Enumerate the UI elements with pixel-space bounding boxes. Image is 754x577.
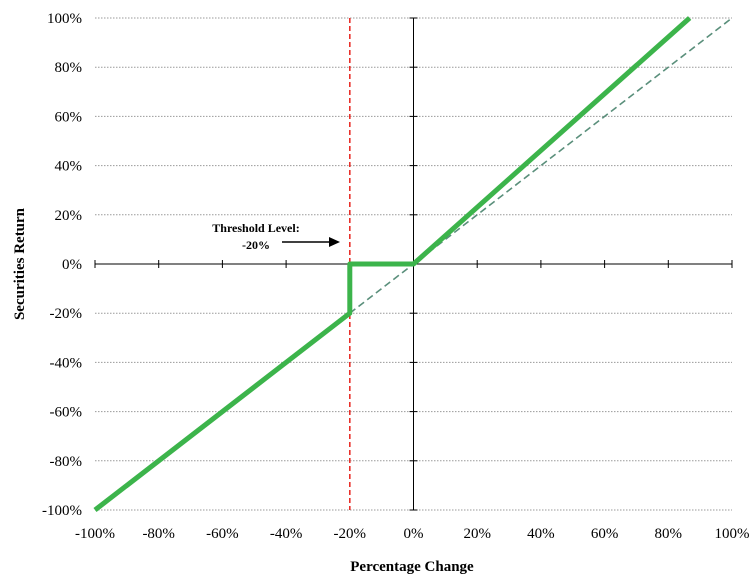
y-tick-label: -60% (50, 405, 83, 421)
threshold-annotation: Threshold Level: -20% (212, 221, 340, 252)
y-tick-label: -40% (50, 355, 83, 371)
x-tick-label: 100% (715, 526, 750, 542)
y-tick-label: -80% (50, 454, 83, 470)
y-tick-label: -100% (42, 503, 82, 519)
threshold-label-line2: -20% (242, 238, 270, 252)
y-tick-label: 60% (55, 109, 83, 125)
y-tick-label: -20% (50, 306, 83, 322)
x-tick-label: 20% (463, 526, 491, 542)
securities-return-line (93, 16, 692, 512)
series (93, 16, 733, 512)
x-tick-label: -80% (142, 526, 175, 542)
x-tick-label: -100% (75, 526, 115, 542)
threshold-arrowhead (329, 237, 340, 247)
x-tick-label: -40% (270, 526, 303, 542)
x-tick-label: 60% (591, 526, 619, 542)
y-tick-label: 100% (47, 11, 82, 27)
y-axis-title: Securities Return (12, 207, 28, 320)
ticks: -100% -80% -60% -40% -20% 0% 20% 40% 60% 80% 100% -… (42, 11, 750, 542)
x-axis-title: Percentage Change (350, 559, 474, 575)
x-tick-label: -20% (334, 526, 367, 542)
x-tick-label: 0% (404, 526, 424, 542)
threshold-label-line1: Threshold Level: (212, 221, 299, 235)
y-tick-label: 0% (62, 257, 82, 273)
x-tick-label: 40% (527, 526, 555, 542)
x-tick-label: -60% (206, 526, 239, 542)
y-tick-label: 80% (55, 60, 83, 76)
y-tick-label: 40% (55, 159, 83, 175)
x-tick-label: 80% (655, 526, 683, 542)
y-tick-label: 20% (55, 208, 83, 224)
